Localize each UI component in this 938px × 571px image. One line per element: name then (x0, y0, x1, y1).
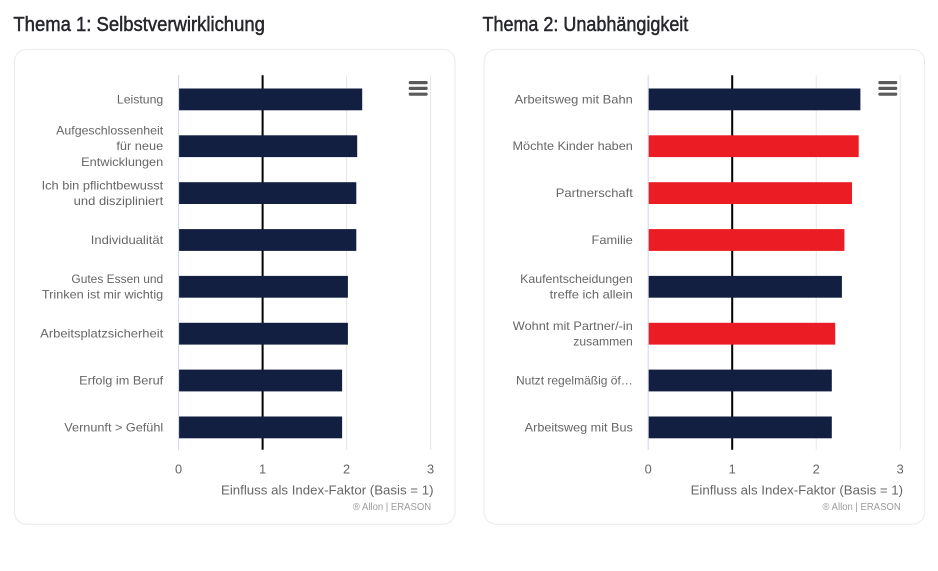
svg-text:Möchte Kinder haben: Möchte Kinder haben (513, 139, 633, 153)
svg-text:Arbeitsplatzsicherheit: Arbeitsplatzsicherheit (40, 327, 164, 341)
svg-text:2: 2 (813, 462, 820, 477)
svg-text:Trinken ist mir wichtig: Trinken ist mir wichtig (42, 288, 163, 302)
svg-text:Aufgeschlossenheit: Aufgeschlossenheit (56, 124, 164, 138)
svg-text:Thema 2: Unabhängigkeit: Thema 2: Unabhängigkeit (483, 14, 689, 36)
svg-text:Entwicklungen: Entwicklungen (81, 155, 163, 169)
svg-text:Leistung: Leistung (117, 92, 163, 106)
svg-text:Familie: Familie (592, 233, 634, 247)
svg-text:Gutes Essen und: Gutes Essen und (71, 272, 163, 286)
svg-text:3: 3 (427, 462, 434, 477)
svg-text:1: 1 (259, 462, 266, 477)
svg-text:für neue: für neue (116, 139, 163, 153)
svg-text:Einfluss als Index-Faktor (Bas: Einfluss als Index-Faktor (Basis = 1) (221, 482, 434, 497)
svg-text:Thema 1: Selbstverwirklichung: Thema 1: Selbstverwirklichung (13, 14, 265, 36)
svg-text:Erfolg im Beruf: Erfolg im Beruf (79, 374, 164, 388)
svg-text:treffe ich allein: treffe ich allein (550, 288, 633, 302)
svg-text:Kaufentscheidungen: Kaufentscheidungen (520, 272, 633, 286)
svg-text:Individualität: Individualität (91, 233, 164, 247)
svg-text:zusammen: zusammen (573, 335, 633, 349)
svg-text:® Allon | ERASON: ® Allon | ERASON (823, 502, 901, 513)
svg-text:Arbeitsweg mit Bus: Arbeitsweg mit Bus (525, 420, 633, 434)
svg-text:3: 3 (897, 462, 904, 477)
svg-text:Wohnt mit Partner/-in: Wohnt mit Partner/-in (513, 319, 633, 333)
svg-text:® Allon | ERASON: ® Allon | ERASON (353, 502, 431, 513)
svg-text:1: 1 (729, 462, 736, 477)
svg-text:Einfluss als Index-Faktor (Bas: Einfluss als Index-Faktor (Basis = 1) (691, 482, 904, 497)
svg-text:Ich bin pflichtbewusst: Ich bin pflichtbewusst (42, 178, 164, 192)
svg-text:Nutzt regelmäßig öf…: Nutzt regelmäßig öf… (516, 374, 633, 388)
svg-text:0: 0 (645, 462, 652, 477)
svg-text:0: 0 (175, 462, 182, 477)
svg-text:Arbeitsweg mit Bahn: Arbeitsweg mit Bahn (515, 92, 633, 106)
svg-text:2: 2 (343, 462, 350, 477)
svg-text:Partnerschaft: Partnerschaft (556, 186, 634, 200)
svg-text:Vernunft > Gefühl: Vernunft > Gefühl (64, 420, 163, 434)
svg-text:und diszipliniert: und diszipliniert (74, 194, 164, 208)
